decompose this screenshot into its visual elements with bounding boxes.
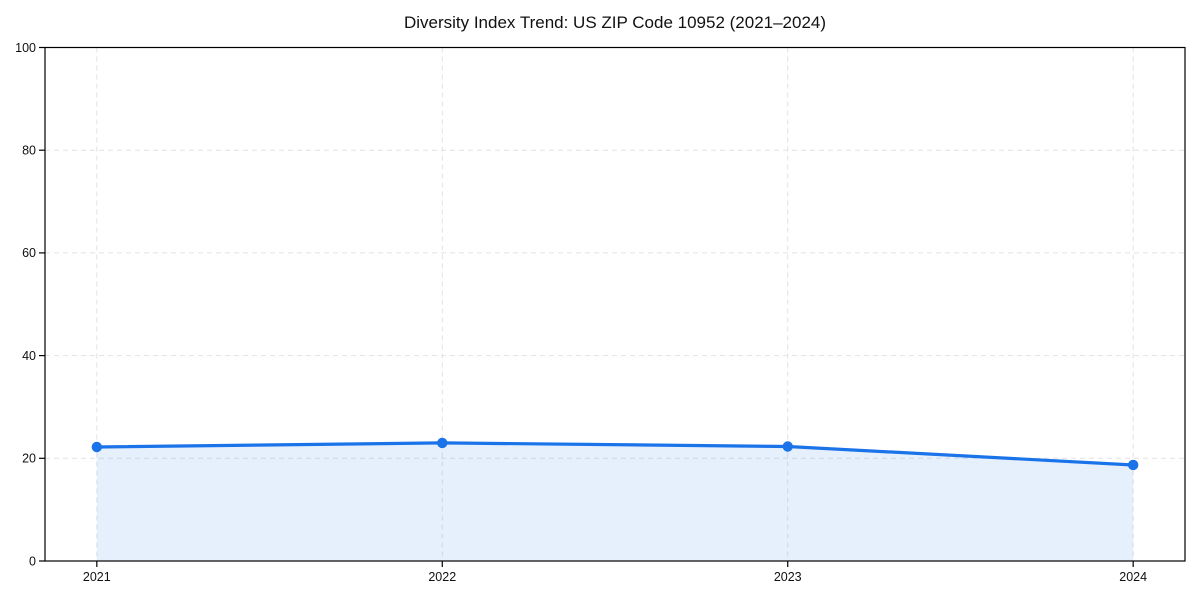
area-fill: [96, 442, 1134, 561]
y-tick-label: 80: [22, 144, 36, 158]
trend-line: [95, 441, 1135, 467]
chart-title: Diversity Index Trend: US ZIP Code 10952…: [403, 13, 827, 32]
x-tick-label: 2023: [774, 570, 802, 584]
y-tick-label: 0: [29, 554, 36, 568]
y-tick-label: 20: [22, 452, 36, 466]
data-point-2022: [437, 437, 448, 449]
y-tick-label: 40: [22, 349, 36, 363]
data-point-2024: [1127, 459, 1139, 471]
y-tick-label: 100: [15, 41, 36, 55]
x-tick-label: 2021: [83, 570, 111, 584]
x-tick-label: 2024: [1119, 570, 1147, 584]
y-tick-label: 60: [22, 246, 36, 260]
plot-border: [44, 46, 1186, 562]
x-tick-label: 2022: [428, 570, 456, 584]
data-point-2023: [782, 441, 793, 452]
data-point-2021: [91, 441, 103, 453]
